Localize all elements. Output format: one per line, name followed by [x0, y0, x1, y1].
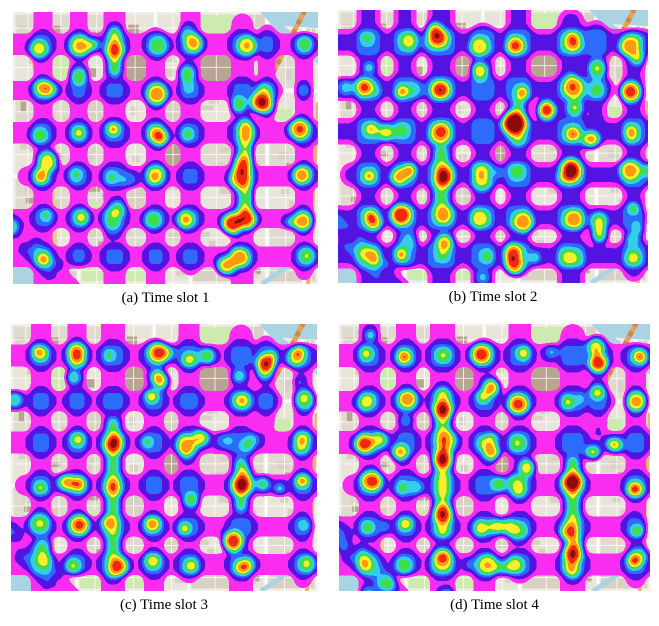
heat-layer	[11, 324, 317, 591]
heatmap-image-c	[11, 324, 317, 591]
heat-layer	[339, 324, 650, 591]
heatmap-image-a	[13, 12, 318, 284]
panel-c: (c) Time slot 3	[11, 324, 317, 614]
heatmap-image-d	[339, 324, 650, 591]
panel-a: (a) Time slot 1	[13, 12, 318, 307]
panel-a-caption: (a) Time slot 1	[121, 290, 210, 306]
heatmap-image-b	[338, 10, 648, 283]
map-a	[13, 12, 318, 284]
map-c	[11, 324, 317, 591]
panel-b-caption: (b) Time slot 2	[448, 289, 538, 305]
panel-d: (d) Time slot 4	[339, 324, 650, 614]
panel-c-caption: (c) Time slot 3	[120, 597, 208, 613]
heat-layer	[13, 12, 318, 284]
panel-b: (b) Time slot 2	[338, 10, 648, 306]
heat-layer	[338, 10, 648, 283]
map-d	[339, 324, 650, 591]
map-b	[338, 10, 648, 283]
panel-d-caption: (d) Time slot 4	[450, 597, 539, 613]
